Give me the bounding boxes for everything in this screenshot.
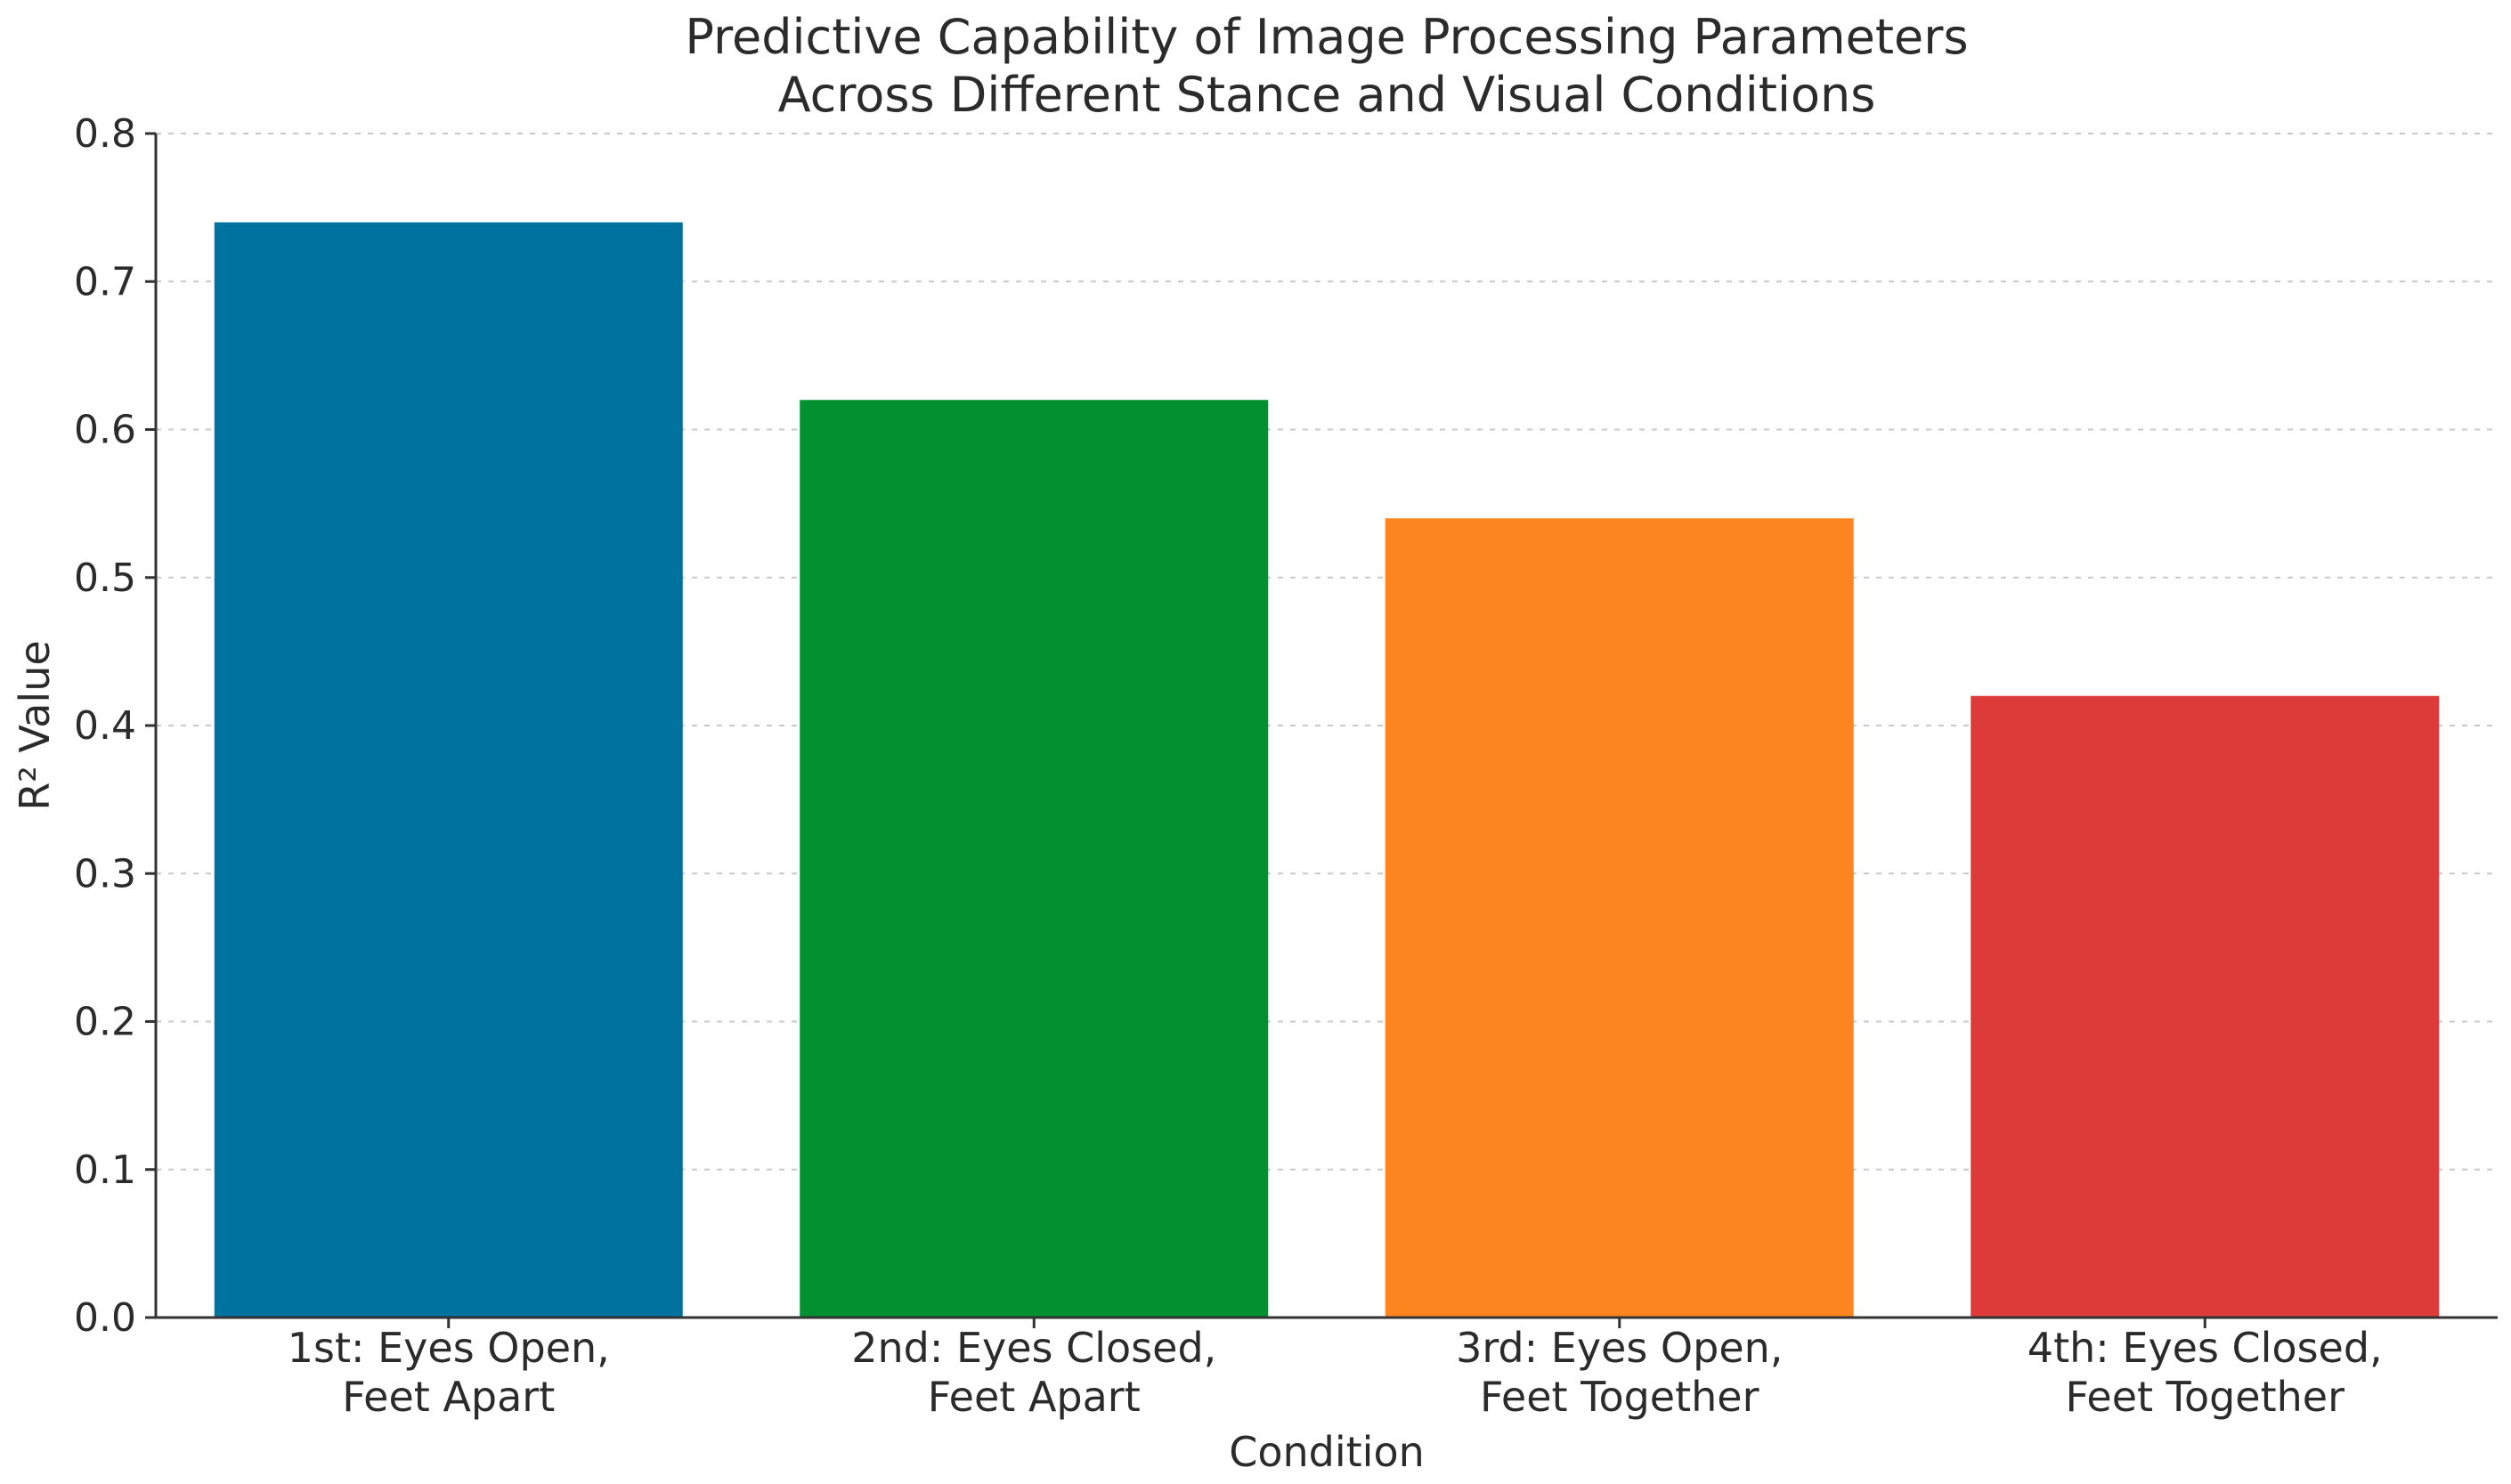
y-tick-label: 0.7 <box>74 259 136 304</box>
chart-title-line-2: Across Different Stance and Visual Condi… <box>778 67 1876 123</box>
x-tick-label: Feet Together <box>1480 1373 1759 1421</box>
chart-title-line-1: Predictive Capability of Image Processin… <box>685 9 1968 65</box>
bars <box>214 222 2440 1318</box>
bar <box>1971 695 2440 1318</box>
chart-title: Predictive Capability of Image Processin… <box>685 9 1968 123</box>
x-tick-label: 2nd: Eyes Closed, <box>851 1324 1216 1372</box>
y-tick-label: 0.4 <box>74 703 136 749</box>
y-tick-label: 0.8 <box>74 111 136 157</box>
x-axis-title: Condition <box>1229 1428 1425 1476</box>
y-tick-label: 0.5 <box>74 555 136 601</box>
x-tick-label: Feet Together <box>2065 1373 2344 1421</box>
x-tick-label: Feet Apart <box>342 1373 555 1421</box>
x-tick-label: 3rd: Eyes Open, <box>1456 1324 1783 1372</box>
y-tick-label: 0.1 <box>74 1147 136 1193</box>
bar <box>214 222 683 1318</box>
y-axis-title: R² Value <box>11 640 59 810</box>
x-tick-label: 1st: Eyes Open, <box>288 1324 610 1372</box>
y-tick-label: 0.2 <box>74 1000 136 1045</box>
y-tick-label: 0.3 <box>74 851 136 896</box>
x-tick-label: Feet Apart <box>928 1373 1141 1421</box>
bar <box>800 400 1269 1318</box>
x-tick-label: 4th: Eyes Closed, <box>2027 1324 2383 1372</box>
y-tick-label: 0.0 <box>74 1295 136 1341</box>
bar <box>1385 518 1854 1318</box>
y-ticks: 0.0 0.1 0.2 0.3 0.4 0.5 0.6 0.7 0.8 <box>74 111 156 1341</box>
y-tick-label: 0.6 <box>74 408 136 453</box>
